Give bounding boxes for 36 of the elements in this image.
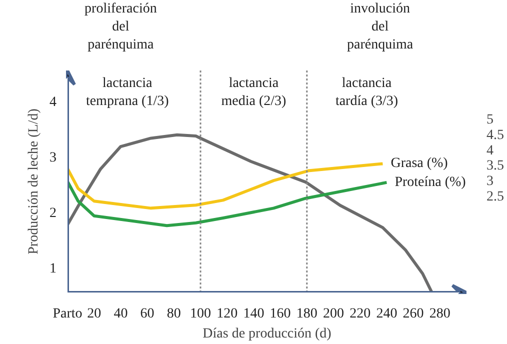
y2-tick-label: 2.5 bbox=[486, 189, 504, 204]
x-tick-label: 260 bbox=[402, 306, 424, 322]
annotation: lactancia media (2/3) bbox=[221, 76, 286, 110]
y-axis-title: Producción de leche (L/d) bbox=[26, 108, 42, 254]
x-tick-label: 280 bbox=[429, 306, 450, 322]
y2-tick-label: 4.5 bbox=[486, 128, 504, 143]
annotation: lactancia tardía (3/3) bbox=[335, 76, 398, 110]
x-tick-label: 120 bbox=[216, 306, 238, 322]
x-tick-label: 220 bbox=[350, 306, 371, 322]
series-label: Grasa (%) bbox=[390, 156, 448, 172]
x-axis-title: Días de producción (d) bbox=[202, 326, 332, 342]
x-tick-label: 40 bbox=[114, 306, 128, 322]
x-tick-label: Parto bbox=[52, 306, 82, 322]
x-tick-label: 100 bbox=[190, 306, 211, 322]
y-tick-label: 1 bbox=[50, 262, 56, 277]
text: proliferación del parénquima bbox=[84, 2, 157, 53]
x-tick-label: 200 bbox=[323, 306, 344, 322]
y-tick-label: 3 bbox=[50, 150, 56, 166]
line-series bbox=[68, 180, 388, 228]
annotation: lactancia temprana (1/3) bbox=[86, 76, 170, 110]
line-series bbox=[68, 162, 384, 210]
x-tick-label: 60 bbox=[140, 306, 154, 322]
x-tick-label: 160 bbox=[270, 306, 291, 322]
x-tick-label: 140 bbox=[243, 306, 264, 322]
x-tick-label: 180 bbox=[296, 306, 318, 322]
x-tick-label: 20 bbox=[87, 306, 102, 322]
y2-tick-label: 4 bbox=[486, 143, 494, 158]
series-label: Proteína (%) bbox=[394, 174, 466, 190]
y-tick-label: 4 bbox=[50, 95, 56, 110]
y-tick-label: 2 bbox=[50, 206, 56, 222]
y2-tick-label: 3.5 bbox=[486, 158, 504, 174]
y2-tick-label: 3 bbox=[486, 174, 494, 189]
x-tick-label: 80 bbox=[166, 306, 181, 322]
y2-tick-label: 5 bbox=[486, 112, 494, 128]
text: involución del parénquima bbox=[347, 2, 414, 53]
x-tick-label: 240 bbox=[376, 306, 398, 322]
